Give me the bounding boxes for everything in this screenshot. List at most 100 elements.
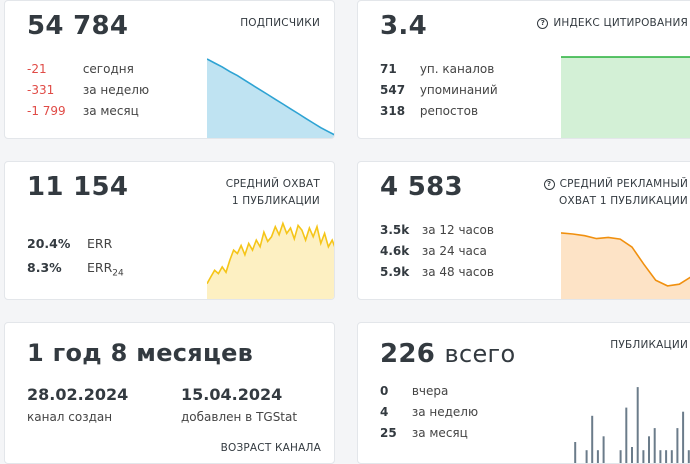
publication-bar [642,450,645,463]
stat-label: сегодня [82,62,134,76]
stat-row-48h: 5.9k за 48 часов [380,262,494,283]
publications-count: 226 [380,339,436,369]
publication-bar [653,428,656,463]
ad-reach-sparkline [561,232,690,299]
question-icon[interactable]: ? [543,179,555,190]
sparkline-line [207,58,334,136]
err-row: 20.4% ERR [27,232,124,256]
reach-stats: 20.4% ERR 8.3% ERR24 [27,232,124,286]
err24-value: 8.3% [27,260,62,275]
sparkline-line [561,232,690,287]
added-block: 15.04.2024 добавлен в TGStat [181,385,297,424]
stat-row-month: 25 за месяц [380,423,478,444]
stat-label: вчера [411,384,449,398]
citation-sparkline [561,56,690,138]
stat-row-yesterday: 0 вчера [380,381,478,402]
sparkline-area [207,223,334,299]
stat-row-week: -331 за неделю [27,80,149,101]
stat-value: 4 [380,405,389,419]
stat-row-month: -1 799 за месяц [27,101,149,122]
reach-card[interactable]: 11 154 СРЕДНИЙ ОХВАТ 1 ПУБЛИКАЦИИ 20.4% … [4,161,335,300]
err24-row: 8.3% ERR24 [27,256,124,286]
stat-label: за неделю [411,405,479,419]
stat-row-12h: 3.5k за 12 часов [380,220,494,241]
stat-value: -21 [27,62,47,76]
publications-title: ПУБЛИКАЦИИ [610,339,688,351]
stat-label: за 12 часов [421,223,494,237]
subscribers-stats: -21 сегодня -331 за неделю -1 799 за мес… [27,59,149,122]
stat-value: 0 [380,384,389,398]
stat-label: за неделю [82,83,150,97]
ad-reach-title: ? СРЕДНИЙ РЕКЛАМНЫЙ ОХВАТ 1 ПУБЛИКАЦИИ [543,176,688,210]
publication-bar [602,436,605,463]
reach-sparkline [207,221,334,299]
ad-reach-title-line1: ? СРЕДНИЙ РЕКЛАМНЫЙ [543,176,688,193]
ad-reach-title-text-1: СРЕДНИЙ РЕКЛАМНЫЙ [559,178,688,190]
stat-row-week: 4 за неделю [380,402,478,423]
publication-bar [648,436,650,463]
stat-label: за месяц [82,104,139,118]
publication-bar [676,428,679,463]
stat-row-24h: 4.6k за 24 часа [380,241,494,262]
citation-card[interactable]: 3.4 ? ИНДЕКС ЦИТИРОВАНИЯ 71 уп. каналов 5… [357,0,690,139]
sparkline-area [207,59,334,138]
citation-index-value: 3.4 [380,11,427,41]
stat-label: за 24 часа [421,244,487,258]
subscribers-card[interactable]: 54 784 ПОДПИСЧИКИ -21 сегодня -331 за не… [4,0,335,139]
channel-age-card[interactable]: 1 год 8 месяцев 28.02.2024 канал создан … [4,322,335,464]
publication-bar [636,387,639,463]
publication-bar [659,450,662,463]
ad-reach-value: 4 583 [380,172,463,202]
err-value: 20.4% [27,236,71,251]
stat-value: 3.5k [380,223,410,237]
subscribers-count: 54 784 [27,11,129,41]
added-label: добавлен в TGStat [181,410,298,424]
stat-value: 547 [380,83,406,97]
stat-label: уп. каналов [419,62,495,76]
publication-bar [619,450,622,463]
publication-bar [625,407,628,463]
stat-label: за месяц [411,426,468,440]
stat-value: -1 799 [27,104,66,118]
stat-row-today: -21 сегодня [27,59,149,80]
err24-label-text: ERR [86,260,113,275]
publication-bar [596,450,599,463]
stat-row-reposts: 318 репостов [380,101,498,122]
ad-reach-card[interactable]: 4 583 ? СРЕДНИЙ РЕКЛАМНЫЙ ОХВАТ 1 ПУБЛИКА… [357,161,690,300]
sparkline-area [561,232,690,299]
publications-stats: 0 вчера 4 за неделю 25 за месяц [380,381,478,444]
reach-title: СРЕДНИЙ ОХВАТ 1 ПУБЛИКАЦИИ [226,176,320,210]
err24-label: ERR24 [86,260,124,279]
stat-value: 71 [380,62,397,76]
created-label: канал создан [27,410,113,424]
stat-value: -331 [27,83,55,97]
publication-bar [682,411,685,463]
sparkline-area [561,57,690,138]
ad-reach-title-line2: ОХВАТ 1 ПУБЛИКАЦИИ [559,195,688,207]
stat-row-mentions: 547 упоминаний [380,80,498,101]
publications-card[interactable]: 226 всего ПУБЛИКАЦИИ 0 вчера 4 за неделю… [357,322,690,464]
stat-label: упоминаний [419,83,498,97]
publication-bar [631,447,633,463]
publication-bar [585,450,588,463]
reach-title-line2: 1 ПУБЛИКАЦИИ [231,195,320,207]
stat-label: репостов [419,104,479,118]
subscribers-title: ПОДПИСЧИКИ [240,17,320,29]
channel-age-title: ВОЗРАСТ КАНАЛА [220,442,321,454]
publications-unit: всего [444,340,516,368]
channel-age-value: 1 год 8 месяцев [27,339,254,367]
publication-bar [687,450,690,463]
question-icon[interactable]: ? [537,18,549,29]
stat-value: 5.9k [380,265,410,279]
citation-title: ? ИНДЕКС ЦИТИРОВАНИЯ [537,15,688,32]
err24-subscript: 24 [112,268,124,279]
publications-total: 226 всего [380,339,515,369]
publications-bar-chart [574,387,690,463]
publication-bar [670,450,673,463]
added-date: 15.04.2024 [181,385,283,404]
publication-bar [665,450,668,463]
reach-title-line1: СРЕДНИЙ ОХВАТ [225,178,320,190]
created-date: 28.02.2024 [27,385,129,404]
reach-value: 11 154 [27,172,129,202]
subscribers-sparkline [207,58,334,138]
